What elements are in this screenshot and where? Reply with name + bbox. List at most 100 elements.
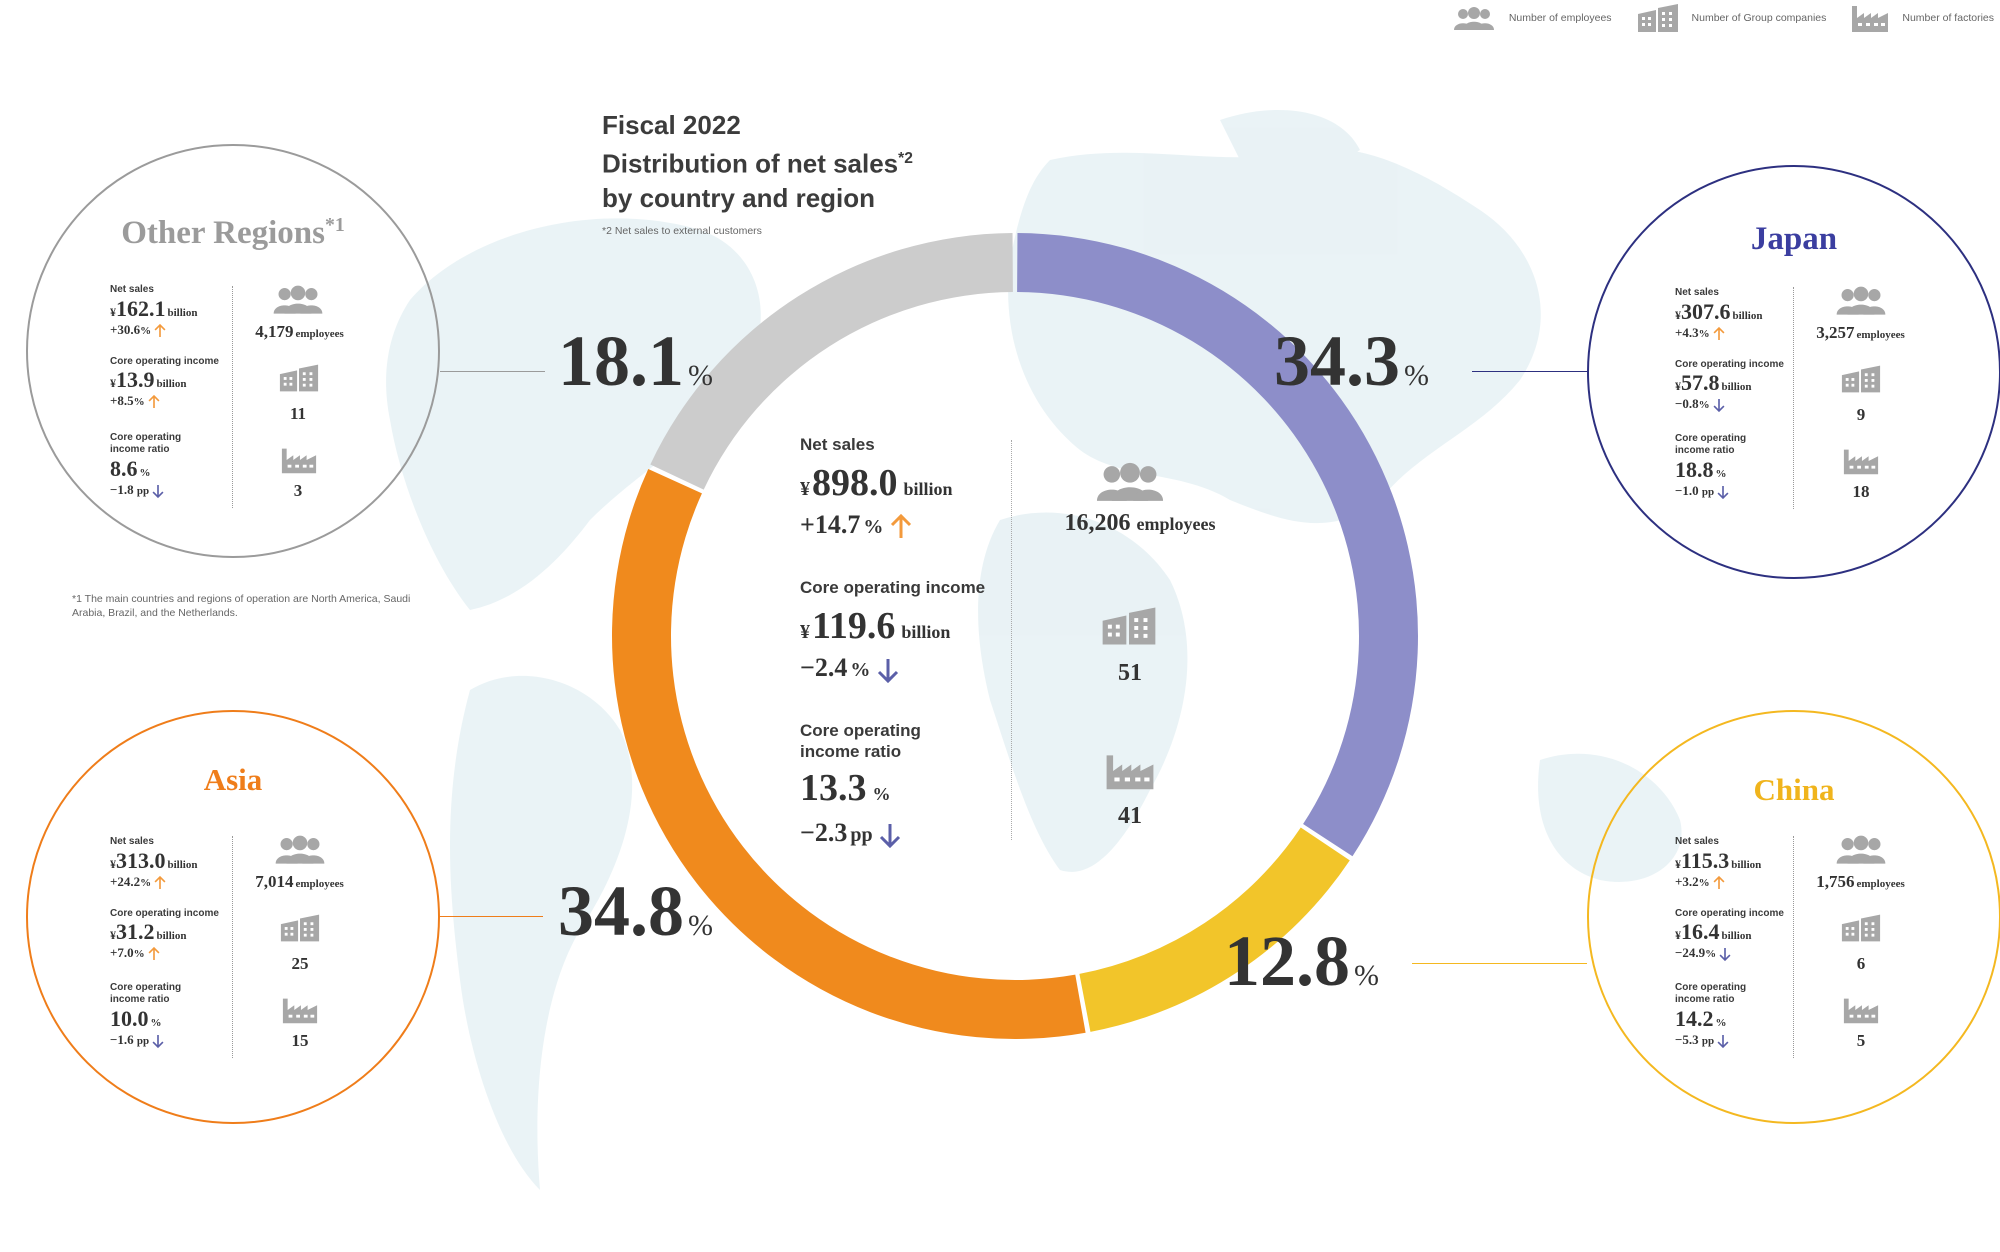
asia-net-sales-change: +24.2% — [110, 874, 166, 891]
down-arrow-icon — [152, 485, 164, 499]
total-net-sales-label: Net sales — [800, 435, 875, 454]
pct-value-asia: 34.8 — [558, 871, 684, 951]
legend-label-factories: Number of factories — [1902, 12, 1994, 24]
pct-unit-japan: % — [1404, 359, 1429, 392]
other-coi-number: 13.9 — [116, 367, 155, 392]
chart-title: Fiscal 2022 Distribution of net sales*2 … — [602, 108, 913, 215]
china-ratio-change-value: −5.3 — [1675, 1032, 1699, 1047]
down-arrow-icon — [1717, 1035, 1729, 1049]
total-employees: 16,206 employees — [1040, 510, 1240, 537]
china-factories: 5 — [1856, 1031, 1866, 1050]
china-coi-number: 16.4 — [1681, 919, 1720, 944]
factory-icon — [281, 448, 317, 474]
total-ratio-value: 13.3% — [800, 766, 891, 810]
asia-ratio-change-value: −1.6 — [110, 1032, 134, 1047]
pct-unit-asia: % — [688, 909, 713, 942]
china-coi-change-unit: % — [1705, 948, 1717, 960]
up-arrow-icon — [154, 323, 166, 338]
other-companies: 11 — [289, 404, 307, 423]
china-employees-value: 1,756 — [1816, 872, 1855, 891]
total-net-sales-yen: ¥ — [800, 478, 810, 500]
japan-coi-unit: billion — [1721, 381, 1752, 393]
other-net-sales-number: 162.1 — [116, 296, 166, 321]
china-net-sales-change-value: +3.2 — [1675, 874, 1699, 889]
yen-symbol: ¥ — [1675, 379, 1681, 393]
building-icon — [279, 364, 319, 392]
japan-employees-unit: employees — [1856, 329, 1905, 341]
pct-label-asia: 34.8% — [558, 875, 713, 947]
total-net-sales-value: ¥898.0 billion — [800, 461, 953, 505]
china-coi-unit: billion — [1721, 930, 1752, 942]
title-line-2-text: Distribution of net sales — [602, 148, 899, 179]
asia-employees-unit: employees — [295, 878, 344, 890]
other-employees-unit: employees — [295, 328, 344, 340]
total-ratio-label-1: Core operating — [800, 721, 921, 740]
china-net-sales-change: +3.2% — [1675, 874, 1725, 891]
yen-symbol: ¥ — [110, 928, 116, 942]
total-coi-change: −2.4% — [800, 653, 899, 684]
footnote-1: *1 The main countries and regions of ope… — [72, 593, 411, 619]
asia-coi-label: Core operating income — [110, 908, 219, 919]
asia-ratio-number: 10.0 — [110, 1006, 149, 1031]
asia-ratio-change: −1.6 pp — [110, 1032, 164, 1049]
building-icon — [1841, 914, 1881, 942]
legend-label-employees: Number of employees — [1508, 12, 1612, 24]
legend-label-companies: Number of Group companies — [1691, 12, 1827, 24]
china-net-sales-label: Net sales — [1675, 836, 1719, 847]
asia-net-sales-change-unit: % — [140, 877, 152, 889]
japan-ratio-number: 18.8 — [1675, 457, 1714, 482]
total-net-sales-change-value: +14.7 — [800, 510, 861, 539]
legend-item-employees: Number of employees — [1451, 6, 1612, 30]
japan-coi-number: 57.8 — [1681, 370, 1720, 395]
factory-icon — [1852, 6, 1889, 32]
other-ratio-change: −1.8 pp — [110, 482, 164, 499]
connector-china — [1412, 963, 1587, 964]
asia-coi-change-unit: % — [133, 948, 145, 960]
up-arrow-icon — [1713, 326, 1725, 341]
total-coi-number: 119.6 — [812, 605, 896, 647]
asia-ratio-label-1: Core operating — [110, 982, 182, 993]
japan-coi-change-value: −0.8 — [1675, 396, 1699, 411]
center-divider — [1011, 440, 1012, 840]
japan-ratio-unit: % — [1715, 468, 1727, 480]
region-title-china: China — [1753, 772, 1835, 807]
other-net-sales-change: +30.6% — [110, 322, 166, 339]
people-icon — [275, 835, 325, 864]
region-circle-china: China Net sales ¥115.3 billion +3.2% Core… — [1587, 710, 2000, 1124]
factory-icon — [1843, 998, 1879, 1024]
total-ratio-change: −2.3 pp — [800, 818, 901, 849]
other-coi-value: ¥13.9 billion — [110, 367, 186, 393]
other-employees-value: 4,179 — [255, 322, 294, 341]
down-arrow-icon — [1717, 486, 1729, 500]
other-ratio-change-value: −1.8 — [110, 482, 134, 497]
total-coi-label: Core operating income — [800, 578, 986, 597]
total-employees-value: 16,206 — [1064, 510, 1131, 536]
people-icon — [1836, 835, 1886, 864]
other-ratio-unit: % — [139, 467, 151, 479]
pct-label-other: 18.1% — [558, 325, 713, 397]
china-companies: 6 — [1856, 954, 1866, 973]
other-factories: 3 — [293, 481, 303, 500]
up-arrow-icon — [890, 514, 911, 539]
building-icon — [280, 914, 320, 942]
factory-icon — [1843, 449, 1879, 475]
china-net-sales-change-unit: % — [1698, 877, 1710, 889]
asia-ratio-change-unit: pp — [136, 1035, 150, 1047]
asia-ratio-value: 10.0% — [110, 1006, 162, 1032]
other-coi-change-unit: % — [133, 396, 145, 408]
title-line-1: Fiscal 2022 — [602, 110, 741, 140]
asia-companies: 25 — [291, 954, 309, 973]
yen-symbol: ¥ — [1675, 928, 1681, 942]
pct-unit-other: % — [688, 359, 713, 392]
japan-companies: 9 — [1856, 405, 1866, 424]
japan-divider — [1793, 287, 1794, 509]
pct-label-japan: 34.3% — [1274, 325, 1429, 397]
people-icon — [1836, 286, 1886, 315]
total-employees-unit: employees — [1136, 514, 1216, 534]
china-employees: 1,756 employees — [1793, 872, 1928, 892]
china-coi-label: Core operating income — [1675, 908, 1784, 919]
china-ratio-label-1: Core operating — [1675, 982, 1747, 993]
china-employees-unit: employees — [1856, 878, 1905, 890]
